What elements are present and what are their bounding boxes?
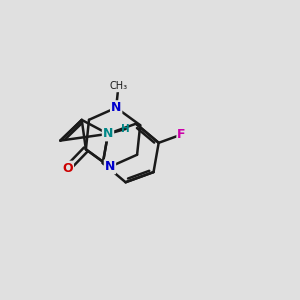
Text: O: O: [62, 162, 73, 175]
Text: N: N: [103, 128, 113, 140]
Text: N: N: [105, 160, 115, 173]
Text: H: H: [122, 124, 130, 134]
Text: N: N: [111, 101, 121, 114]
Text: F: F: [177, 128, 186, 141]
Text: CH₃: CH₃: [109, 81, 128, 92]
